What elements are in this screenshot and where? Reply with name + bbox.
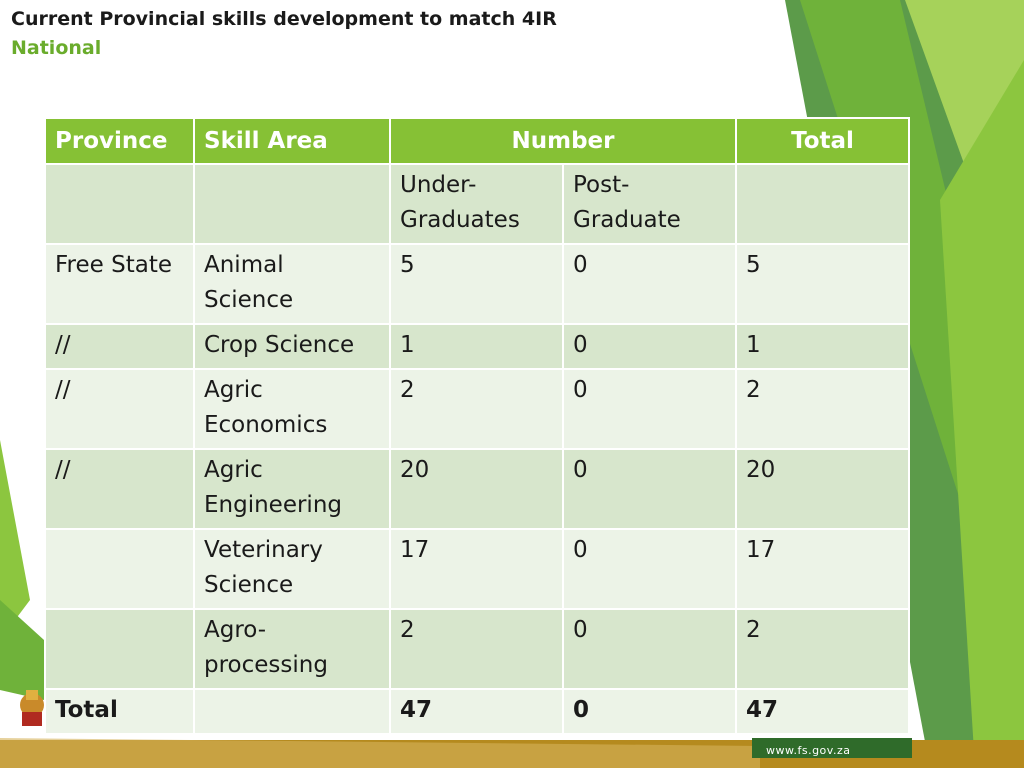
header-province: Province [44,117,195,165]
cell-undergrad: 2 [389,608,564,690]
total-blank [193,688,391,735]
cell-postgrad: 0 [562,448,737,530]
subheader-blank-total [735,163,910,245]
footer-band-shine [0,738,760,768]
coat-of-arms-logo [20,690,44,726]
cell-skill: Agro-processing [193,608,391,690]
skills-table: Province Skill Area Number Total Under-G… [44,117,910,735]
footer-url-band [752,738,912,758]
table-row: Free State Animal Science 5 0 5 [44,243,910,325]
total-label: Total [44,688,195,735]
cell-undergrad: 5 [389,243,564,325]
table-subheader-row: Under-Graduates Post-Graduate [44,163,910,245]
cell-undergrad: 17 [389,528,564,610]
page-subtitle: National [11,37,102,59]
cell-province [44,608,195,690]
cell-postgrad: 0 [562,608,737,690]
page-title: Current Provincial skills development to… [11,8,557,30]
table-row: // Agric Engineering 20 0 20 [44,448,910,530]
cell-postgrad: 0 [562,528,737,610]
cell-postgrad: 0 [562,243,737,325]
cell-province: // [44,368,195,450]
header-total: Total [735,117,910,165]
table-row: // Agric Economics 2 0 2 [44,368,910,450]
cell-skill: Veterinary Science [193,528,391,610]
header-skill-area: Skill Area [193,117,391,165]
green-stripe-left [0,440,30,640]
cell-total: 20 [735,448,910,530]
header-number: Number [389,117,737,165]
cell-total: 17 [735,528,910,610]
cell-postgrad: 0 [562,323,737,370]
table-header-row: Province Skill Area Number Total [44,117,910,165]
cell-skill: Crop Science [193,323,391,370]
cell-undergrad: 2 [389,368,564,450]
subheader-blank-skill [193,163,391,245]
cell-undergrad: 20 [389,448,564,530]
cell-skill: Animal Science [193,243,391,325]
green-wedge-bottom-left [0,600,44,700]
total-total: 47 [735,688,910,735]
cell-total: 2 [735,608,910,690]
table-total-row: Total 47 0 47 [44,688,910,735]
footer-url: www.fs.gov.za [766,744,851,757]
cell-province: // [44,323,195,370]
cell-province: Free State [44,243,195,325]
table-row: Agro-processing 2 0 2 [44,608,910,690]
cell-postgrad: 0 [562,368,737,450]
total-undergrad: 47 [389,688,564,735]
cell-skill: Agric Economics [193,368,391,450]
green-stripe-right [940,60,1024,768]
table-row: // Crop Science 1 0 1 [44,323,910,370]
cell-skill: Agric Engineering [193,448,391,530]
total-postgrad: 0 [562,688,737,735]
table-row: Veterinary Science 17 0 17 [44,528,910,610]
cell-province: // [44,448,195,530]
cell-undergrad: 1 [389,323,564,370]
subheader-undergraduates: Under-Graduates [389,163,564,245]
subheader-blank-province [44,163,195,245]
cell-total: 5 [735,243,910,325]
subheader-postgraduate: Post-Graduate [562,163,737,245]
cell-province [44,528,195,610]
cell-total: 2 [735,368,910,450]
cell-total: 1 [735,323,910,370]
